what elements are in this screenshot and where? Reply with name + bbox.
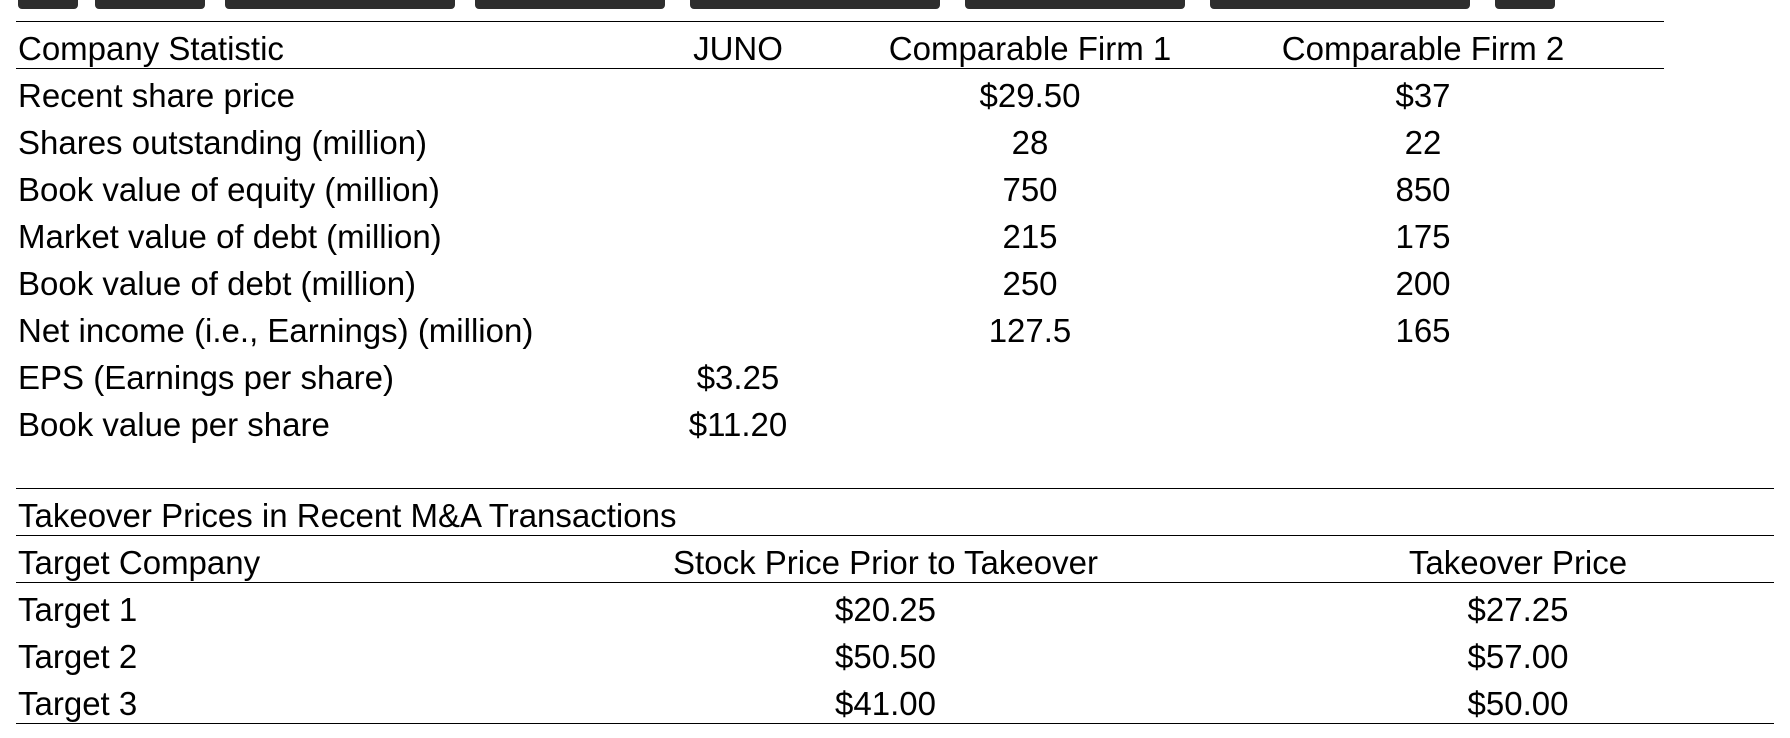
row-label: Target 2: [18, 638, 138, 675]
table1-header-rule: [16, 68, 1664, 69]
table-cell: 28: [1011, 124, 1049, 161]
column-header: Comparable Firm 2: [1281, 30, 1565, 67]
row-label: Target 1: [18, 591, 138, 628]
table-cell: [1258, 354, 1588, 401]
table-cell: [1258, 401, 1588, 448]
table-cell: $41.00: [835, 685, 936, 722]
table-cell: 127.5: [988, 312, 1072, 349]
table-cell: $37: [1395, 77, 1451, 114]
table-cell: 850: [1395, 171, 1451, 208]
column-header: Comparable Firm 1: [888, 30, 1172, 67]
table2-top-rule: [16, 488, 1774, 489]
table-cell: [658, 307, 818, 354]
table-cell: $29.50: [979, 77, 1081, 114]
table-cell: 200: [1395, 265, 1451, 302]
row-label: Shares outstanding (million): [18, 124, 428, 161]
row-label: Market value of debt (million): [18, 218, 442, 255]
row-label: Book value per share: [18, 406, 330, 443]
table-cell: [658, 72, 818, 119]
row-label: Book value of debt (million): [18, 265, 417, 302]
column-header: Stock Price Prior to Takeover: [673, 544, 1098, 581]
table2-title-rule: [16, 535, 1774, 536]
table2-bottom-rule: [16, 723, 1774, 724]
table-cell: 165: [1395, 312, 1451, 349]
table-cell: 22: [1404, 124, 1442, 161]
table1-top-rule: [16, 21, 1664, 22]
column-header: Target Company: [18, 544, 261, 581]
table-cell: [658, 260, 818, 307]
table-cell: 215: [1002, 218, 1058, 255]
row-label: Recent share price: [18, 77, 295, 114]
table-cell: $20.25: [835, 591, 936, 628]
table-cell: $50.50: [835, 638, 936, 675]
column-header: Takeover Price: [1408, 544, 1628, 581]
table-cell: [658, 119, 818, 166]
table2-header-rule: [16, 582, 1774, 583]
cropped-text-line: [0, 0, 1700, 9]
row-label: Target 3: [18, 685, 138, 722]
table-cell: 250: [1002, 265, 1058, 302]
table-cell: [658, 166, 818, 213]
table-cell: [860, 354, 1200, 401]
row-label: EPS (Earnings per share): [18, 359, 395, 396]
table-cell: $57.00: [1467, 638, 1569, 675]
table-cell: $27.25: [1467, 591, 1569, 628]
table-cell: 175: [1395, 218, 1451, 255]
table-cell: $50.00: [1467, 685, 1569, 722]
table-cell: [860, 401, 1200, 448]
column-header: Company Statistic: [18, 30, 284, 67]
table-cell: 750: [1002, 171, 1058, 208]
table-title: Takeover Prices in Recent M&A Transactio…: [18, 497, 677, 534]
row-label: Net income (i.e., Earnings) (million): [18, 312, 534, 349]
column-header: JUNO: [693, 30, 783, 67]
table-cell: [658, 213, 818, 260]
row-label: Book value of equity (million): [18, 171, 440, 208]
table-cell: $3.25: [696, 359, 780, 396]
table-cell: $11.20: [688, 406, 788, 443]
